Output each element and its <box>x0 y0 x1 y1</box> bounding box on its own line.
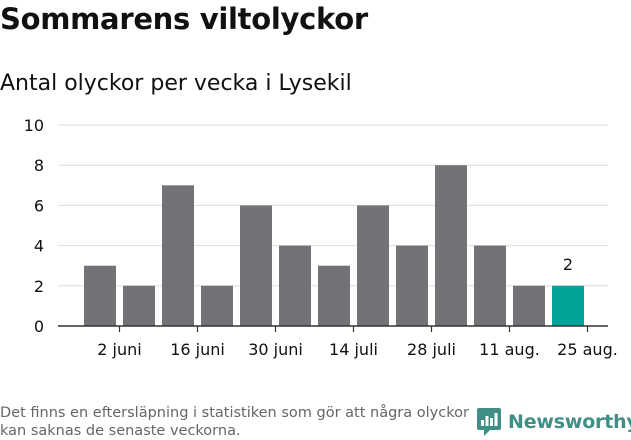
brand-name: Newsworthy <box>508 411 631 433</box>
footnote: Det finns en eftersläpning i statistiken… <box>0 405 469 439</box>
bars <box>84 165 584 326</box>
bar <box>513 285 545 326</box>
grid-lines <box>58 124 608 287</box>
y-tick-label: 4 <box>34 237 44 256</box>
data-labels: 2 <box>563 255 573 274</box>
bar <box>435 165 467 326</box>
y-axis-ticks: 0 2 4 6 8 10 <box>24 116 44 336</box>
bar <box>201 285 233 326</box>
x-tick-label: 30 juni <box>248 340 303 359</box>
chart-subtitle: Antal olyckor per vecka i Lysekil <box>0 71 352 96</box>
brand: Newsworthy <box>476 407 631 437</box>
bar <box>240 205 272 326</box>
chart-title: Sommarens viltolyckor <box>0 2 368 36</box>
y-tick-label: 0 <box>34 317 44 336</box>
y-tick-label: 2 <box>34 277 44 296</box>
bar <box>84 265 116 326</box>
bar <box>318 265 350 326</box>
bar <box>123 285 155 326</box>
bar <box>357 205 389 326</box>
bar <box>279 245 311 326</box>
bar <box>396 245 428 326</box>
x-tick-label: 2 juni <box>97 340 141 359</box>
x-tick-label: 28 juli <box>407 340 456 359</box>
x-tick-label: 14 juli <box>329 340 378 359</box>
x-tick-label: 11 aug. <box>479 340 540 359</box>
newsworthy-logo-icon <box>477 408 501 436</box>
y-tick-label: 8 <box>34 156 44 175</box>
data-label: 2 <box>563 255 573 274</box>
bar-chart: 0 2 4 6 8 10 2 juni 16 juni 30 juni 14 juli 28 ju… <box>24 116 618 359</box>
x-axis-ticks: 2 juni 16 juni 30 juni 14 juli 28 juli 11 aug… <box>97 326 618 359</box>
bar <box>162 185 194 326</box>
y-tick-label: 10 <box>24 116 44 135</box>
y-tick-label: 6 <box>34 196 44 215</box>
bar <box>552 285 584 326</box>
bar <box>474 245 506 326</box>
x-tick-label: 25 aug. <box>557 340 618 359</box>
x-tick-label: 16 juni <box>170 340 225 359</box>
